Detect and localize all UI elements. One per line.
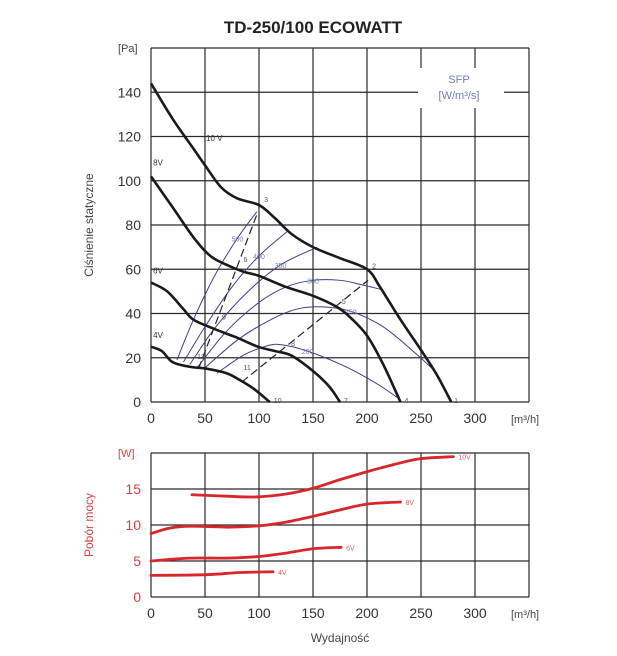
operating-point-label: 2 [372, 263, 376, 270]
power-curve-label: 8V [405, 500, 414, 507]
y-unit-label: [W] [118, 448, 135, 460]
y-axis-label: Pobór mocy [82, 493, 96, 557]
fan-curve-6V [150, 281, 342, 403]
y-tick-label: 0 [133, 394, 141, 410]
power-curve-label: 4V [278, 570, 287, 577]
x-tick-label: 50 [197, 410, 213, 426]
operating-point-label: 8 [291, 341, 295, 348]
fan-curve-label: 6V [153, 267, 163, 276]
y-unit-label: [Pa] [118, 43, 138, 55]
sfp-curve-200 [216, 343, 401, 401]
y-tick-label: 100 [118, 173, 142, 189]
power-curve-label: 6V [346, 545, 355, 552]
y-tick-label: 0 [133, 589, 141, 605]
x-tick-label: 250 [409, 410, 433, 426]
y-tick-label: 60 [125, 261, 141, 277]
x-tick-label: 0 [147, 410, 155, 426]
operating-point-label: 5 [342, 299, 346, 306]
sfp-curve-label: 400 [253, 254, 265, 261]
sfp-unit: [W/m³/s] [439, 90, 480, 102]
sfp-curve-label: 200 [302, 349, 314, 356]
y-tick-label: 40 [125, 306, 141, 322]
fan-curve-label: 10 V [206, 134, 223, 143]
y-tick-label: 20 [125, 350, 141, 366]
power-curve-label: 10V [458, 455, 471, 462]
sfp-curve-label: 500 [232, 236, 244, 243]
fan-curve-label: 4V [153, 331, 163, 340]
operating-point-label: 3 [264, 197, 268, 204]
power-curve-4V [149, 570, 275, 577]
x-tick-label: 300 [463, 605, 487, 621]
power-curve-8V [149, 500, 402, 536]
sfp-curve-300 [195, 279, 381, 370]
x-tick-label: 100 [247, 410, 271, 426]
x-tick-label: 0 [147, 605, 155, 621]
fan-curve-label: 8V [153, 158, 163, 167]
system-curve-dashed [197, 211, 259, 370]
x-tick-label: 150 [301, 605, 325, 621]
operating-point-label: 10 [274, 398, 282, 405]
chart-title: TD-250/100 ECOWATT [224, 18, 403, 37]
sfp-legend-box [418, 68, 504, 108]
operating-point-label: 7 [344, 398, 348, 405]
x-tick-label: 250 [409, 605, 433, 621]
x-tick-label: 150 [301, 410, 325, 426]
power-curve-6V [149, 545, 343, 563]
sfp-curve-400 [182, 231, 288, 363]
operating-point-label: 12 [197, 354, 205, 361]
y-axis-label: Ciśnienie statyczne [82, 173, 96, 277]
power-curve-10V [190, 455, 455, 499]
fan-curve-8V [149, 175, 402, 403]
y-tick-label: 15 [125, 481, 141, 497]
x-tick-label: 200 [355, 605, 379, 621]
x-tick-label: 300 [463, 410, 487, 426]
y-tick-label: 140 [118, 84, 142, 100]
y-tick-label: 80 [125, 217, 141, 233]
y-tick-label: 120 [118, 129, 142, 145]
x-unit-label: [m³/h] [511, 414, 539, 426]
operating-point-label: 1 [454, 398, 458, 405]
operating-point-label: 6 [244, 257, 248, 264]
fan-curve-10V [149, 82, 453, 403]
sfp-curve-250 [203, 306, 438, 374]
operating-point-label: 11 [244, 365, 251, 372]
system-curve-dashed [241, 279, 369, 383]
x-tick-label: 100 [247, 605, 271, 621]
sfp-curve-label: 250 [345, 309, 357, 316]
x-axis-label: Wydajność [311, 631, 370, 645]
sfp-curve-500 [176, 211, 258, 361]
x-unit-label: [m³/h] [511, 609, 539, 621]
operating-point-label: 4 [404, 398, 408, 405]
sfp-curve-label: 300 [307, 278, 319, 285]
x-tick-label: 50 [197, 605, 213, 621]
sfp-curve-350 [189, 246, 318, 365]
sfp-title: SFP [448, 74, 469, 86]
fan-curve-4V [150, 345, 271, 404]
sfp-curve-label: 350 [275, 263, 287, 270]
operating-point-label: 9 [222, 314, 226, 321]
y-tick-label: 5 [133, 553, 141, 569]
y-tick-label: 10 [125, 517, 141, 533]
x-tick-label: 200 [355, 410, 379, 426]
